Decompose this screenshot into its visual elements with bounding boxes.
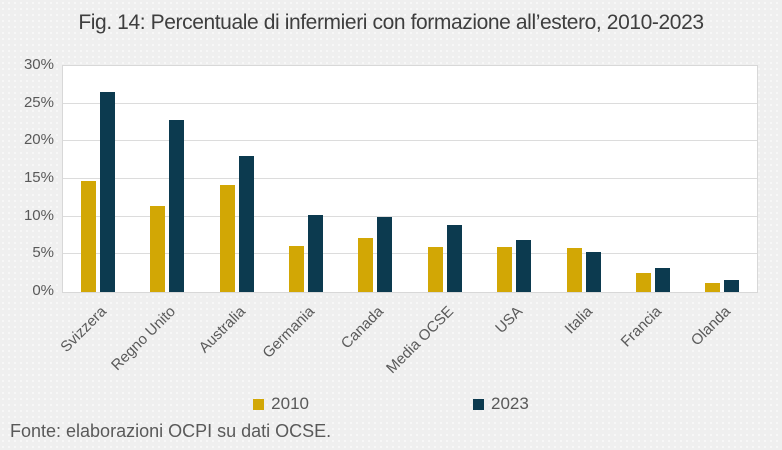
bar-2023-usa — [516, 240, 532, 292]
legend-swatch-2023 — [473, 398, 484, 410]
bar-2023-italia — [585, 252, 601, 292]
bar-2023-media-ocse — [446, 224, 462, 292]
legend-swatch-2010 — [253, 398, 265, 410]
bar-2010-germania — [288, 246, 304, 292]
y-axis-label: 0% — [32, 282, 54, 299]
legend-label-2023: 2023 — [491, 394, 529, 413]
legend-label-2010: 2010 — [271, 394, 309, 413]
legend-item-2023: 2023 — [473, 394, 529, 414]
y-axis-label: 5% — [32, 244, 54, 262]
bar-2010-olanda — [705, 282, 721, 292]
bar-2023-svizzera — [99, 91, 115, 292]
gridline — [63, 178, 757, 179]
y-axis-label: 15% — [23, 169, 54, 186]
source-note: Fonte: elaborazioni OCPI su dati OCSE. — [10, 421, 332, 441]
bar-2023-francia — [654, 267, 670, 292]
chart-title: Fig. 14: Percentuale di infermieri con f… — [78, 11, 704, 34]
bar-2023-regno-unito — [169, 120, 185, 292]
bar-2010-usa — [497, 246, 513, 292]
gridline — [63, 253, 757, 255]
bar-2023-germania — [307, 215, 323, 292]
y-axis-label: 30% — [23, 56, 54, 73]
bar-2010-canada — [358, 237, 374, 292]
gridline — [63, 102, 757, 104]
x-axis-labels: Svizzera Regno Unito Australia Germania Cana… — [0, 303, 782, 393]
y-axis-label: 25% — [23, 93, 54, 111]
y-axis-labels: 0% 5% 10% 15% 20% 25% 30% — [12, 56, 54, 299]
legend: 2010 2023 — [0, 394, 782, 414]
bar-2010-svizzera — [80, 181, 96, 292]
legend-item-2010: 2010 — [253, 394, 309, 414]
bar-2023-australia — [238, 155, 254, 292]
y-axis-label: 10% — [23, 206, 54, 224]
gridline — [63, 140, 757, 142]
bar-2010-francia — [635, 273, 651, 292]
bar-2023-canada — [377, 216, 393, 292]
bar-2023-olanda — [724, 279, 740, 292]
y-axis-label: 20% — [23, 131, 54, 149]
bar-2010-media-ocse — [427, 246, 443, 292]
bar-2010-regno-unito — [150, 206, 166, 292]
gridline — [63, 215, 757, 217]
plot-area — [62, 65, 758, 293]
bar-2010-italia — [566, 248, 582, 292]
bar-2010-australia — [219, 185, 235, 292]
